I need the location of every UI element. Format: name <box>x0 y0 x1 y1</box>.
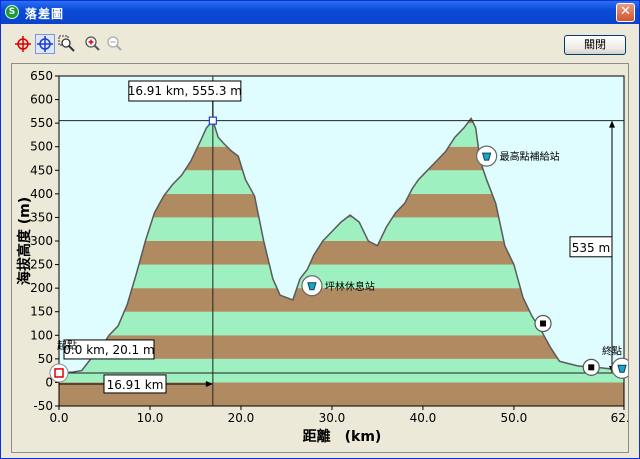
y-tick-label: 300 <box>30 234 53 248</box>
y-tick-label: 650 <box>30 69 53 83</box>
checkpoint-icon <box>582 358 600 376</box>
zoom-out-icon <box>107 36 122 51</box>
y-tick-label: 200 <box>30 281 53 295</box>
x-tick-label: 50.0 <box>501 411 528 425</box>
y-tick-label: -50 <box>33 399 53 413</box>
elevation-band <box>59 288 624 312</box>
chart-axes: 650600550500450400350300250200150100500-… <box>30 69 637 425</box>
elevation-band <box>59 382 624 406</box>
elevation-band <box>59 241 624 265</box>
y-tick-label: 500 <box>30 140 53 154</box>
station-cup <box>307 282 317 291</box>
marker-label: 起點 <box>57 339 77 352</box>
y-tick-label: 600 <box>30 93 53 107</box>
x-axis-label: 距離 (km) <box>303 428 382 445</box>
elevation-gain-label: 535 m <box>572 241 610 255</box>
checkpoint-dot <box>588 364 595 371</box>
elevation-band <box>59 217 624 241</box>
title-bar[interactable]: S 落差圖 ✕ <box>1 1 639 24</box>
station-cup <box>481 152 492 161</box>
y-tick-label: 450 <box>30 163 53 177</box>
start-marker-ring <box>49 363 69 383</box>
elevation-band <box>59 335 624 359</box>
x-tick-label: 20.0 <box>228 411 255 425</box>
zoom-out-tool[interactable] <box>105 34 125 54</box>
gain-arrow-head-top <box>609 120 615 128</box>
cursor-point <box>208 116 217 125</box>
elevation-band <box>59 358 624 383</box>
elevation-band <box>59 264 624 289</box>
y-tick-label: 250 <box>30 258 53 272</box>
checkpoint-dot <box>540 320 547 327</box>
x-tick-label: 62.1 <box>611 411 628 425</box>
zoom-area-tool[interactable] <box>57 34 77 54</box>
y-tick-label: 400 <box>30 187 53 201</box>
distance-label: 16.91 km <box>107 378 164 392</box>
distance-arrow-head <box>205 380 213 387</box>
cursor-label: 16.91 km, 555.3 m <box>128 84 242 98</box>
x-tick-label: 10.0 <box>137 411 164 425</box>
y-tick-label: 50 <box>38 352 53 366</box>
y-tick-label: 350 <box>30 210 53 224</box>
x-tick-label: 40.0 <box>410 411 437 425</box>
elevation-band <box>59 311 624 336</box>
supply-station-icon: 最高點補給站 <box>476 145 560 167</box>
x-tick-label: 30.0 <box>319 411 346 425</box>
window-title: 落差圖 <box>25 7 65 21</box>
y-tick-label: 100 <box>30 328 53 342</box>
cursor-label-box <box>128 80 242 102</box>
crosshair-blue-icon <box>37 36 53 52</box>
elevation-chart[interactable]: 650600550500450400350300250200150100500-… <box>12 64 637 452</box>
zoom-in-tool[interactable] <box>83 34 103 54</box>
station-cup <box>617 364 627 373</box>
crosshair-red-tool[interactable] <box>13 34 33 54</box>
x-tick-label: 0.0 <box>49 411 68 425</box>
start-point-label: 0.0 km, 20.1 m <box>63 343 154 357</box>
marker-label: 最高點補給站 <box>500 150 560 163</box>
crosshair-red-icon <box>15 36 31 52</box>
y-tick-label: 0 <box>45 375 53 389</box>
rest-stop-icon: 坪林休息站 <box>301 275 375 297</box>
y-tick-label: 550 <box>30 116 53 130</box>
zoom-area-icon <box>58 35 75 52</box>
checkpoint-icon <box>534 314 552 333</box>
chart-panel: 650 600 550 500 450 400 350 300 250 200 150 100 50 0-… <box>11 63 637 453</box>
gain-label-box <box>569 236 613 258</box>
toolbar: 關閉 <box>1 24 639 62</box>
cursor-layer: 16.91 km, 555.3 m 0.0 km, 20.1 m 16.91 km 5… <box>59 76 624 406</box>
start-label-box <box>63 339 155 360</box>
crosshair-blue-tool[interactable] <box>35 34 55 54</box>
start-marker-flag <box>54 368 64 378</box>
distance-label-box <box>103 374 167 394</box>
close-button[interactable]: 關閉 <box>564 35 626 55</box>
window-close-button[interactable]: ✕ <box>616 3 635 22</box>
y-axis-label: 海拔高度 (m) <box>16 197 33 285</box>
marker-label: 終點 <box>602 344 622 357</box>
zoom-in-icon <box>85 36 100 51</box>
app-icon: S <box>5 5 19 19</box>
y-tick-label: 150 <box>30 305 53 319</box>
start-flag-icon: 起點 <box>49 339 77 383</box>
elevation-profile-line <box>58 116 625 374</box>
finish-icon: 終點 <box>602 344 633 379</box>
marker-label: 坪林休息站 <box>325 280 375 293</box>
